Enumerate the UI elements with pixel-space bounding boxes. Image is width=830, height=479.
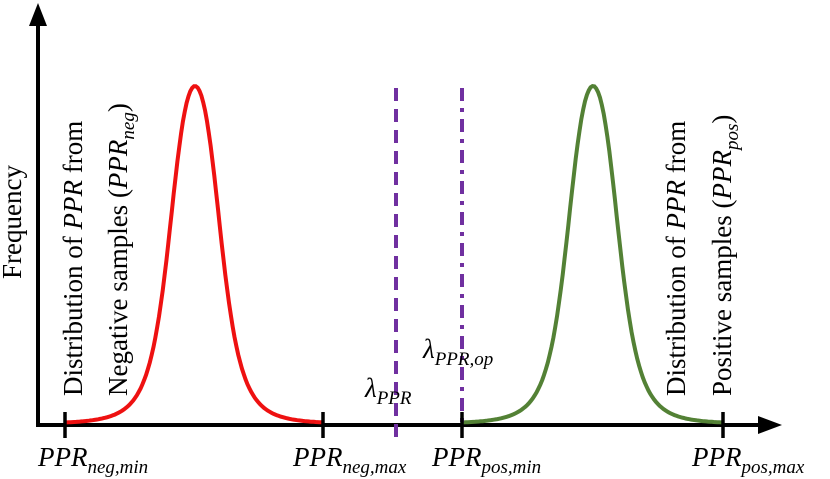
lambda-ppr-op-label: λPPR,op (422, 334, 493, 370)
tick-label-neg-max: PPRneg,max (292, 442, 407, 478)
negative-annotation-line1: Distribution of PPR from (58, 121, 88, 396)
negative-distribution-annotation: Distribution of PPR from Negative sample… (58, 103, 139, 396)
positive-annotation-line1: Distribution of PPR from (661, 121, 691, 396)
tick-label-pos-min: PPRpos,min (431, 442, 541, 478)
tick-label-pos-max: PPRpos,max (691, 442, 805, 478)
y-axis-label: Frequency (0, 165, 27, 279)
negative-distribution-curve (64, 84, 324, 425)
negative-annotation-line2: Negative samples (PPRneg) (103, 103, 139, 396)
lambda-ppr-label: λPPR (364, 373, 412, 409)
y-axis-arrowhead (29, 3, 47, 26)
positive-distribution-curve (461, 84, 724, 425)
x-axis-arrowhead (758, 416, 782, 434)
positive-distribution-annotation: Distribution of PPR from Positive sample… (661, 115, 743, 396)
tick-label-neg-min: PPRneg,min (37, 442, 148, 478)
positive-annotation-line2: Positive samples (PPRpos) (707, 115, 743, 396)
